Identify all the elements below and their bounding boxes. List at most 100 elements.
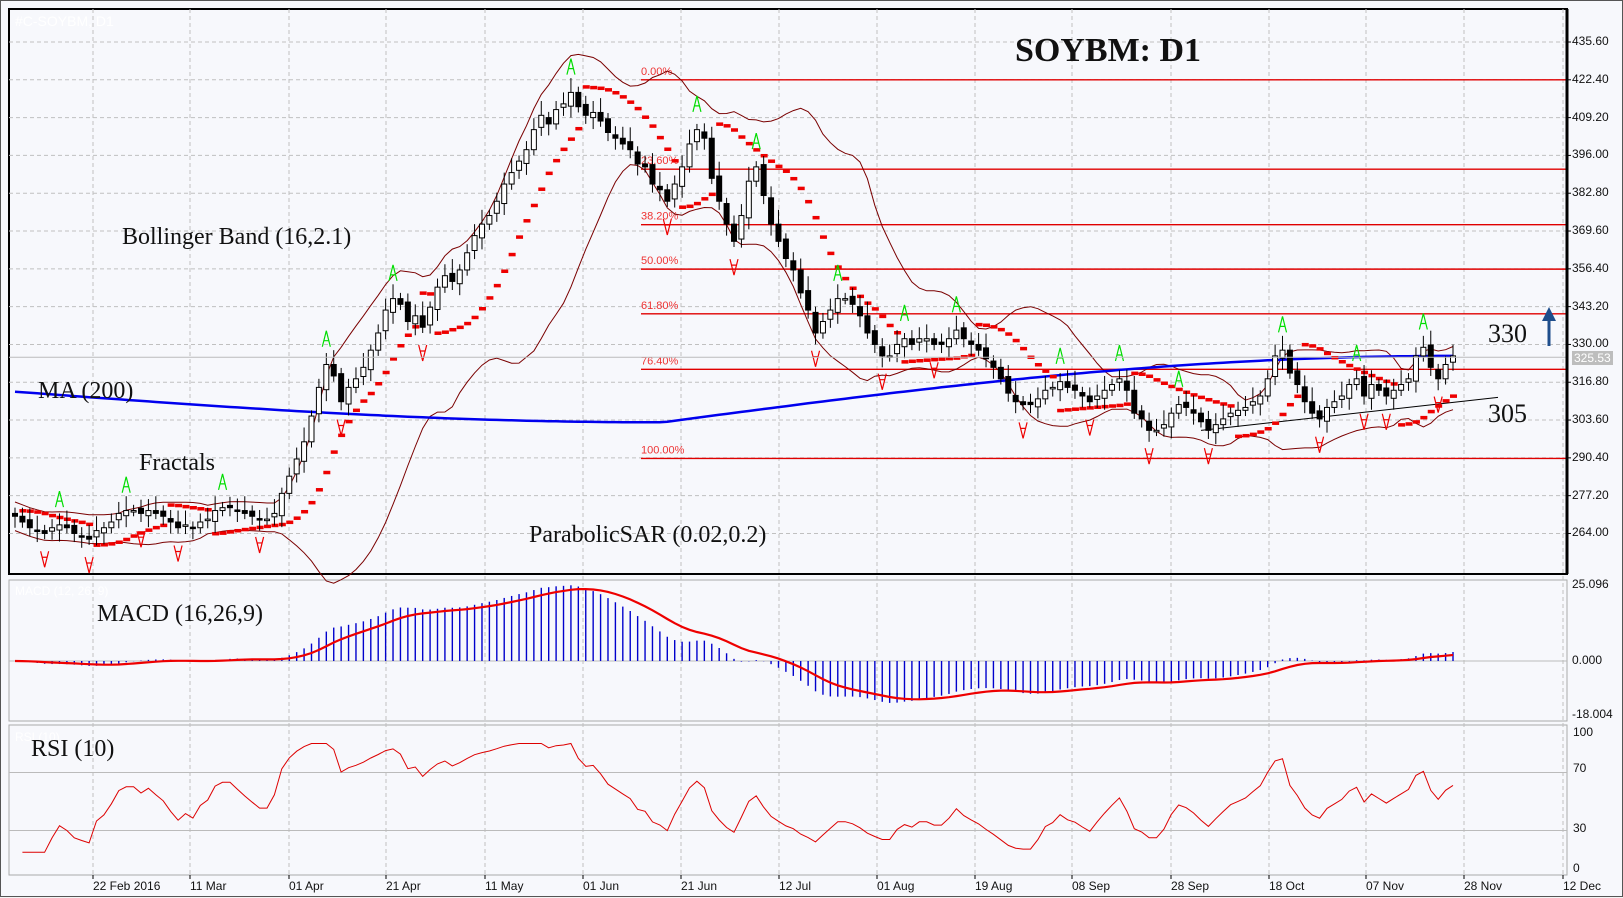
sar-dot: [1398, 423, 1406, 427]
date-tick: 22 Feb 2016: [93, 879, 161, 893]
fractal-up-icon: [566, 58, 576, 75]
rsi-tick: 70: [1573, 761, 1587, 775]
candle-body: [264, 518, 271, 522]
candle-body: [1227, 412, 1234, 418]
candle-body: [427, 306, 434, 326]
sar-dot: [219, 531, 227, 535]
sar-dot: [1279, 412, 1287, 417]
candle-body: [1064, 381, 1071, 388]
sar-dot: [115, 540, 123, 544]
sar-dot: [953, 356, 961, 360]
sar-dot: [1086, 406, 1094, 410]
symbol-caption: #C-SOYBM, D1: [15, 13, 114, 29]
fib-label: 61.80%: [641, 300, 679, 312]
candle-body: [760, 164, 767, 197]
candle-body: [953, 329, 960, 340]
candle-body: [330, 363, 337, 377]
candle-body: [975, 343, 982, 351]
candle-body: [1309, 401, 1316, 414]
candle-body: [1034, 398, 1041, 408]
sar-dot: [1257, 430, 1265, 434]
candle-body: [78, 535, 85, 538]
candle-body: [597, 111, 604, 122]
sar-dot: [1323, 351, 1331, 356]
sar-dot: [1153, 378, 1161, 382]
main-panel: [8, 8, 1568, 575]
macd-tick: -18.004: [1572, 707, 1613, 721]
sar-dot: [1160, 381, 1168, 386]
candle-body: [382, 309, 389, 332]
candle-body: [175, 521, 182, 529]
candle-body: [1405, 378, 1412, 383]
sar-dot: [553, 158, 561, 163]
date-tick: 21 Jun: [681, 879, 718, 893]
sar-dot: [138, 531, 146, 535]
sar-dot: [604, 88, 612, 92]
sar-dot: [983, 323, 991, 328]
sar-dot: [908, 359, 916, 364]
sar-dot: [545, 171, 553, 176]
sar-dot: [1450, 394, 1457, 398]
candle-body: [71, 524, 78, 534]
candle-body: [1353, 378, 1360, 386]
candle-body: [1294, 370, 1301, 386]
candle-body: [1390, 389, 1397, 399]
fractals-label: Fractals: [139, 450, 215, 476]
sar-dot: [649, 124, 657, 128]
candle-body: [41, 530, 48, 534]
sar-dot: [538, 187, 546, 191]
fib-label: 0.00%: [641, 66, 672, 78]
sar-dot: [530, 203, 538, 208]
candle-body: [1205, 418, 1212, 431]
candle-body: [256, 518, 263, 521]
candle-body: [1435, 369, 1442, 380]
candle-body: [1242, 406, 1249, 411]
candle-body: [419, 315, 426, 328]
candle-body: [493, 200, 500, 214]
candle-body: [567, 91, 574, 107]
candle-body: [63, 524, 70, 529]
candle-body: [293, 458, 300, 475]
sar-dot: [345, 419, 353, 424]
fractal-down-icon: [173, 545, 183, 562]
fractal-down-icon: [336, 419, 346, 436]
sar-dot: [234, 528, 242, 533]
candle-body: [219, 507, 226, 512]
sar-dot: [923, 358, 931, 362]
candle-body: [1109, 384, 1116, 391]
fib-label: 50.00%: [641, 255, 679, 267]
sar-dot: [1071, 407, 1079, 411]
sar-dot: [100, 543, 108, 547]
candle-body: [301, 441, 308, 462]
fractal-up-icon: [121, 476, 131, 493]
candle-body: [138, 507, 145, 514]
candle-body: [1071, 384, 1078, 391]
candle-body: [456, 269, 463, 285]
candle-body: [508, 172, 515, 185]
candle-body: [1190, 409, 1197, 414]
date-tick: 12 Jul: [779, 879, 812, 893]
candle-body: [464, 252, 471, 271]
sar-dot: [34, 510, 42, 514]
candle-body: [152, 510, 159, 514]
parabolic-label: ParabolicSAR (0.02,0.2): [529, 522, 767, 548]
candle-body: [1027, 401, 1034, 406]
rsi-line: [22, 742, 1454, 853]
candle-body: [1168, 412, 1175, 428]
fractal-down-icon: [929, 362, 939, 379]
candle-body: [1257, 395, 1264, 405]
candle-body: [731, 223, 737, 242]
sar-dot: [501, 269, 509, 274]
sar-dot: [456, 325, 464, 330]
fractal-up-icon: [217, 473, 228, 491]
candle-body: [478, 223, 485, 239]
candle-body: [1420, 346, 1427, 357]
sar-dot: [523, 219, 531, 223]
sar-dot: [901, 360, 909, 364]
candle-body: [990, 360, 997, 368]
price-tick: 316.80: [1572, 374, 1609, 389]
candle-body: [108, 521, 115, 529]
sar-dot: [642, 115, 650, 119]
candle-body: [26, 519, 33, 529]
